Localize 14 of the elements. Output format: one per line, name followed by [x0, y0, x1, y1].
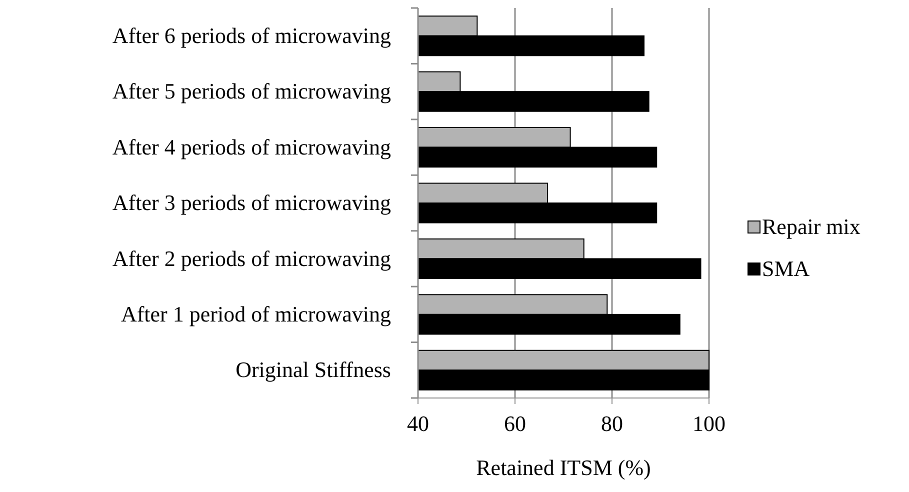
- x-tick-label: 60: [504, 411, 526, 436]
- y-tick-label: After 3 periods of microwaving: [112, 190, 391, 216]
- y-tick-label: After 5 periods of microwaving: [112, 78, 391, 104]
- x-tick-label: 100: [692, 411, 726, 436]
- y-tick-label: After 1 period of microwaving: [120, 301, 391, 326]
- x-axis-title: Retained ITSM (%): [476, 455, 651, 480]
- y-tick-label: After 6 periods of microwaving: [112, 22, 391, 48]
- x-tick-label: 40: [407, 411, 429, 436]
- legend-label: Repair mix: [762, 214, 860, 239]
- y-tick-label: After 4 periods of microwaving: [112, 134, 391, 160]
- y-tick-label: After 2 periods of microwaving: [112, 246, 391, 271]
- x-tick-label: 80: [601, 411, 623, 436]
- y-tick-label: Original Stiffness: [236, 357, 391, 382]
- legend-label: SMA: [762, 256, 810, 281]
